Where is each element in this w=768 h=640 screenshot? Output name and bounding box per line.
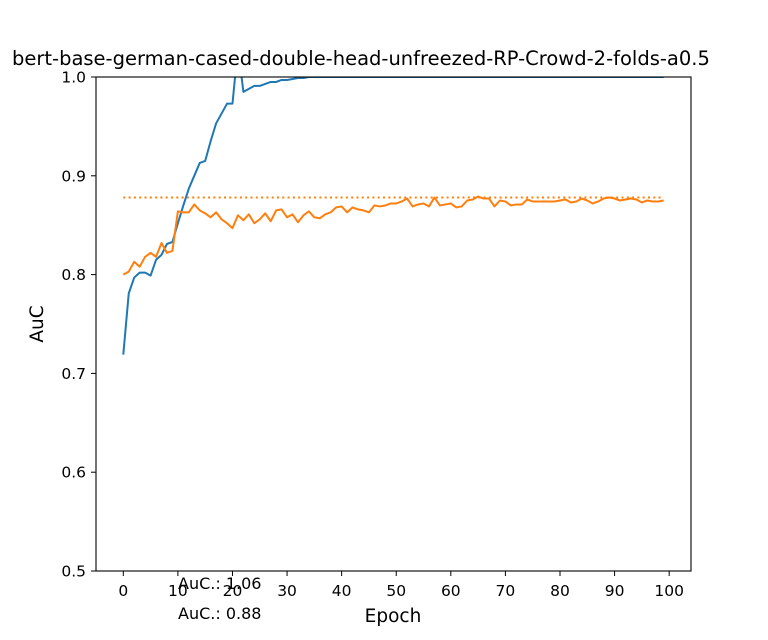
y-axis: 0.5 0.6 0.7 0.8 0.9 1.0 bbox=[61, 69, 96, 581]
series-2-auc-annotation: AuC.: 0.88 bbox=[178, 604, 261, 623]
series-layer bbox=[122, 77, 664, 355]
series-line-1 bbox=[122, 77, 664, 355]
x-tick-label: 50 bbox=[386, 582, 406, 600]
x-tick-label: 0 bbox=[118, 582, 128, 600]
y-axis-label: AuC bbox=[27, 305, 48, 342]
x-tick-label: 70 bbox=[496, 582, 516, 600]
y-tick-label: 0.6 bbox=[61, 464, 86, 482]
x-tick-label: 80 bbox=[550, 582, 570, 600]
x-tick-label: 20 bbox=[223, 582, 243, 600]
x-axis-label: Epoch bbox=[365, 606, 422, 627]
x-tick-label: 100 bbox=[654, 582, 684, 600]
x-tick-label: 30 bbox=[277, 582, 297, 600]
x-tick-label: 40 bbox=[332, 582, 352, 600]
plot-frame bbox=[95, 76, 692, 572]
y-tick-label: 0.5 bbox=[61, 563, 86, 581]
chart-title: bert-base-german-cased-double-head-unfre… bbox=[12, 47, 710, 70]
series-line-2 bbox=[122, 195, 664, 276]
x-tick-label: 10 bbox=[168, 582, 188, 600]
series-1-auc-annotation: AuC.: 1.06 bbox=[178, 574, 261, 593]
x-tick-label: 90 bbox=[605, 582, 625, 600]
y-tick-label: 0.9 bbox=[61, 167, 86, 185]
y-tick-label: 0.7 bbox=[61, 365, 86, 383]
x-tick-label: 60 bbox=[441, 582, 461, 600]
y-tick-label: 0.8 bbox=[61, 266, 86, 284]
y-tick-label: 1.0 bbox=[61, 69, 86, 87]
x-axis: 0 10 20 30 40 50 60 70 80 90 100 bbox=[118, 571, 684, 600]
